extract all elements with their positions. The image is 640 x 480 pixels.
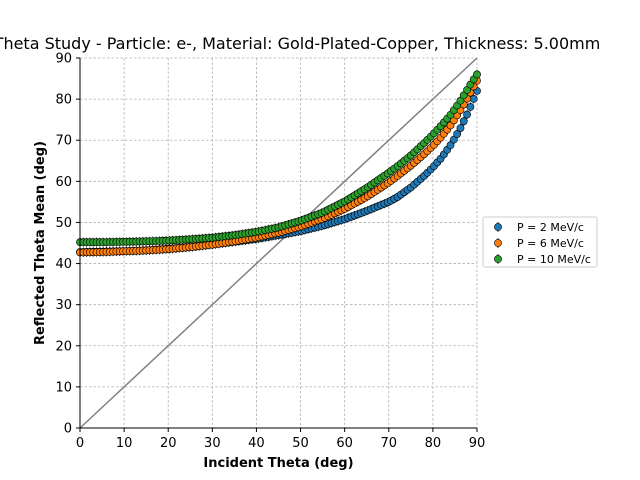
- y-tick-label: 0: [64, 422, 72, 437]
- y-tick-label: 50: [55, 216, 72, 231]
- legend-marker: [494, 239, 502, 247]
- x-tick-label: 60: [336, 436, 353, 451]
- data-point: [456, 124, 465, 132]
- y-tick-label: 80: [55, 93, 72, 108]
- x-tick-label: 10: [116, 436, 133, 451]
- y-tick-label: 60: [55, 175, 72, 190]
- data-point: [453, 130, 462, 138]
- y-tick-label: 20: [55, 339, 72, 354]
- x-tick-label: 90: [469, 436, 486, 451]
- x-tick-label: 50: [292, 436, 309, 451]
- legend-label: P = 2 MeV/c: [517, 221, 584, 234]
- x-tick-label: 0: [76, 436, 84, 451]
- x-axis-label: Incident Theta (deg): [203, 456, 353, 471]
- legend-marker: [494, 255, 502, 263]
- legend: P = 2 MeV/c P = 6 MeV/c P = 10 MeV/c: [482, 216, 598, 268]
- data-series: [76, 69, 481, 257]
- data-point: [466, 103, 475, 111]
- legend-marker: [494, 223, 502, 231]
- y-tick-label: 90: [55, 52, 72, 67]
- series-3: [76, 69, 481, 247]
- x-axis-ticks: 0 10 20 30 40 50 60 70 80 90: [76, 428, 485, 451]
- data-point: [469, 95, 478, 103]
- data-point: [463, 110, 471, 119]
- y-tick-label: 30: [55, 298, 72, 313]
- axes: [79, 58, 477, 429]
- data-point: [459, 117, 468, 126]
- y-tick-label: 70: [55, 134, 72, 149]
- x-tick-label: 70: [381, 436, 398, 451]
- y-axis-ticks: 0 10 20 30 40 50 60 70 80 90: [55, 52, 80, 437]
- legend-label: P = 6 MeV/c: [517, 237, 584, 250]
- y-tick-label: 10: [55, 380, 72, 395]
- reference-diagonal-line: [79, 57, 478, 429]
- data-point: [473, 70, 481, 79]
- x-tick-label: 20: [160, 436, 177, 451]
- x-tick-label: 80: [425, 436, 442, 451]
- chart-title: Theta Study - Particle: e-, Material: Go…: [0, 34, 600, 53]
- legend-box: [482, 216, 598, 268]
- legend-label: P = 10 MeV/c: [517, 253, 591, 266]
- y-tick-label: 40: [55, 257, 72, 272]
- y-axis-label: Reflected Theta Mean (deg): [33, 141, 48, 345]
- x-tick-label: 30: [204, 436, 221, 451]
- x-tick-label: 40: [248, 436, 265, 451]
